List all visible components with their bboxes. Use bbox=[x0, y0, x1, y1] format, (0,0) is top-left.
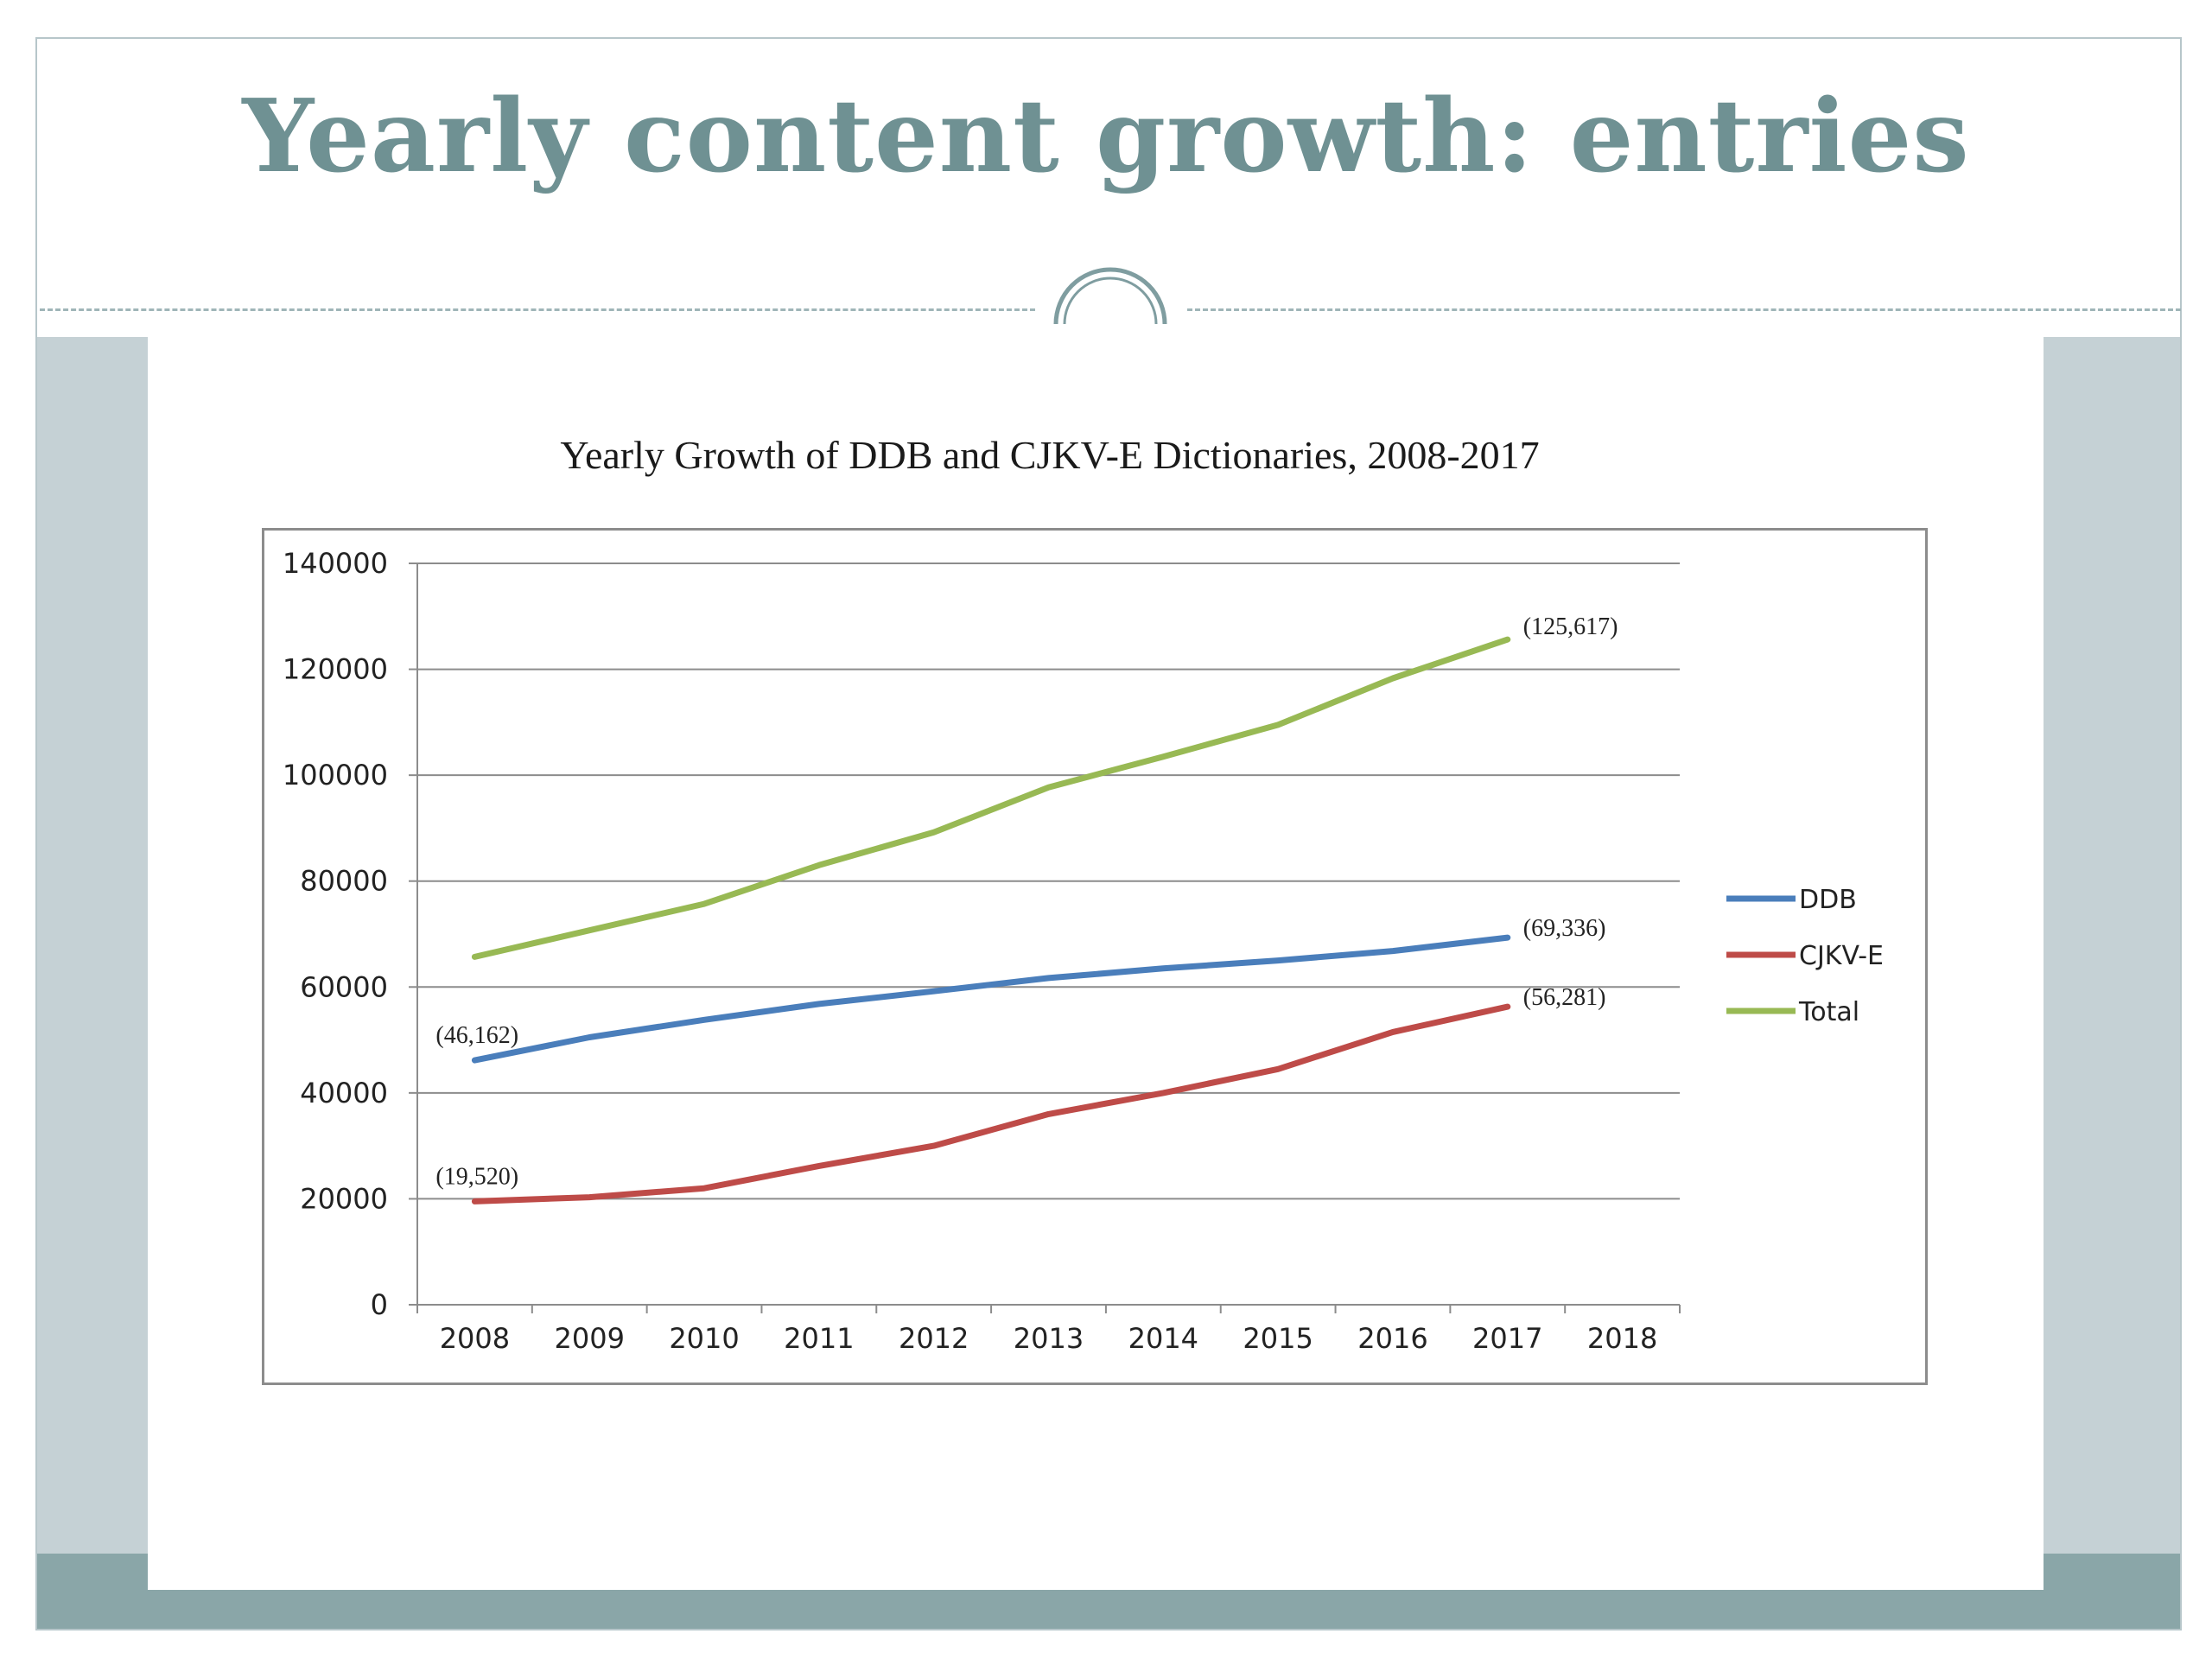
y-tick-label: 80000 bbox=[300, 865, 388, 898]
chart-box bbox=[262, 528, 1928, 1385]
y-tick-label: 20000 bbox=[300, 1182, 388, 1215]
x-tick-label: 2011 bbox=[784, 1322, 854, 1355]
series-line-total bbox=[471, 636, 1511, 960]
data-label: (46,162) bbox=[435, 1022, 518, 1049]
x-tick-label: 2008 bbox=[440, 1322, 510, 1355]
y-tick-label: 120000 bbox=[283, 653, 388, 686]
data-label: (56,281) bbox=[1523, 984, 1606, 1011]
chart-title: Yearly Growth of DDB and CJKV-E Dictiona… bbox=[560, 433, 1540, 477]
left-side-band bbox=[37, 337, 148, 1555]
x-tick-label: 2014 bbox=[1128, 1322, 1198, 1355]
x-tick-label: 2018 bbox=[1587, 1322, 1657, 1355]
series-line-cjkv-e bbox=[471, 1003, 1511, 1205]
x-tick-label: 2010 bbox=[669, 1322, 739, 1355]
data-label: (125,617) bbox=[1523, 613, 1618, 640]
y-tick-label: 40000 bbox=[300, 1077, 388, 1109]
y-tick-label: 100000 bbox=[283, 759, 388, 791]
legend-label: CJKV-E bbox=[1799, 941, 1884, 971]
ring-ornament-icon bbox=[1053, 267, 1167, 325]
x-tick-label: 2009 bbox=[555, 1322, 625, 1355]
data-label: (19,520) bbox=[435, 1163, 518, 1190]
x-tick-label: 2015 bbox=[1243, 1322, 1313, 1355]
series-line-ddb bbox=[471, 934, 1511, 1064]
y-tick-label: 60000 bbox=[300, 970, 388, 1003]
legend-label: DDB bbox=[1799, 885, 1857, 915]
data-label: (69,336) bbox=[1523, 915, 1606, 942]
title-divider-left bbox=[40, 308, 1035, 311]
y-tick-label: 0 bbox=[371, 1288, 388, 1321]
x-tick-label: 2013 bbox=[1014, 1322, 1084, 1355]
right-side-band bbox=[2044, 337, 2180, 1555]
x-tick-label: 2012 bbox=[899, 1322, 969, 1355]
slide-title: Yearly content growth: entries bbox=[242, 78, 1970, 195]
title-divider-right bbox=[1187, 308, 2181, 311]
x-tick-label: 2016 bbox=[1357, 1322, 1427, 1355]
x-tick-label: 2017 bbox=[1472, 1322, 1542, 1355]
y-tick-label: 140000 bbox=[283, 547, 388, 580]
legend-label: Total bbox=[1798, 997, 1859, 1027]
